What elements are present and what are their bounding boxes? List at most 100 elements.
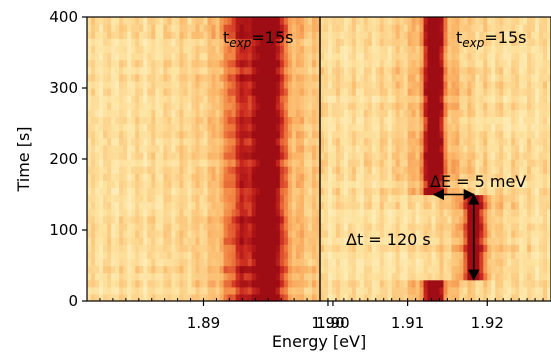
heatmap-cell (299, 201, 305, 210)
heatmap-cell (375, 151, 381, 160)
heatmap-cell (191, 38, 197, 46)
heatmap-cell (227, 265, 233, 274)
heatmap-cell (375, 38, 381, 46)
heatmap-cell (539, 251, 544, 259)
heatmap-cell (511, 194, 516, 203)
heatmap-cell (111, 272, 116, 281)
heatmap-cell (267, 59, 273, 68)
heatmap-cell (355, 187, 361, 196)
heatmap-cell (267, 95, 273, 103)
heatmap-cell (167, 52, 172, 61)
heatmap-cell (367, 116, 373, 125)
heatmap-cell (291, 59, 297, 68)
heatmap-cell (467, 173, 472, 181)
heatmap-cell (439, 215, 445, 224)
heatmap-cell (251, 88, 257, 96)
heatmap-cell (379, 244, 385, 252)
heatmap-cell (320, 95, 325, 103)
heatmap-cell (483, 24, 488, 32)
heatmap-cell (303, 144, 309, 153)
heatmap-cell (295, 66, 301, 75)
heatmap-cell (531, 201, 536, 210)
heatmap-cell (115, 244, 120, 252)
heatmap-cell (419, 137, 425, 146)
heatmap-cell (375, 265, 381, 274)
heatmap-cell (435, 73, 441, 82)
heatmap-cell (367, 258, 373, 267)
heatmap-cell (123, 144, 128, 153)
heatmap-cell (123, 66, 128, 75)
heatmap-cell (107, 95, 112, 103)
heatmap-cell (151, 237, 156, 245)
heatmap-cell (143, 173, 148, 181)
heatmap-cell (135, 95, 140, 103)
heatmap-cell (99, 251, 104, 259)
heatmap-cell (455, 201, 460, 210)
heatmap-cell (391, 144, 397, 153)
heatmap-cell (191, 17, 197, 25)
heatmap-cell (239, 95, 245, 103)
heatmap-cell (99, 272, 104, 281)
heatmap-cell (431, 173, 437, 181)
heatmap-cell (491, 244, 496, 252)
heatmap-cell (291, 45, 297, 54)
heatmap-cell (539, 123, 544, 132)
heatmap-cell (511, 286, 516, 295)
heatmap-cell (387, 293, 393, 302)
heatmap-cell (320, 194, 325, 203)
heatmap-cell (375, 52, 381, 61)
heatmap-cell (463, 251, 468, 259)
heatmap-cell (547, 258, 551, 267)
heatmap-cell (191, 265, 197, 274)
heatmap-cell (143, 187, 148, 196)
heatmap-cell (111, 222, 116, 231)
heatmap-cell (103, 73, 108, 82)
heatmap-cell (419, 38, 425, 46)
heatmap-cell (283, 116, 289, 125)
heatmap-cell (187, 258, 193, 267)
heatmap-cell (171, 24, 176, 32)
heatmap-cell (311, 116, 317, 125)
heatmap-cell (147, 116, 152, 125)
heatmap-cell (139, 123, 144, 132)
heatmap-cell (239, 230, 245, 238)
heatmap-cell (207, 272, 213, 281)
heatmap-cell (347, 293, 353, 302)
heatmap-cell (423, 102, 429, 110)
heatmap-cell (499, 95, 504, 103)
heatmap-cell (463, 38, 468, 46)
heatmap-cell (95, 201, 100, 210)
heatmap-cell (491, 230, 496, 238)
heatmap-cell (367, 230, 373, 238)
heatmap-cell (183, 95, 189, 103)
heatmap-cell (543, 293, 548, 302)
heatmap-cell (539, 293, 544, 302)
heatmap-cell (227, 116, 233, 125)
heatmap-cell (247, 45, 253, 54)
heatmap-cell (383, 73, 389, 82)
heatmap-cell (431, 95, 437, 103)
heatmap-cell (523, 293, 528, 302)
heatmap-cell (375, 24, 381, 32)
heatmap-cell (519, 137, 524, 146)
heatmap-cell (247, 258, 253, 267)
heatmap-cell (395, 208, 401, 217)
heatmap-cell (227, 173, 233, 181)
heatmap-cell (155, 166, 160, 174)
heatmap-cell (320, 272, 325, 281)
heatmap-cell (255, 286, 261, 295)
heatmap-cell (163, 293, 168, 302)
heatmap-cell (179, 73, 185, 82)
heatmap-cell (367, 109, 373, 117)
heatmap-cell (379, 31, 385, 39)
heatmap-cell (279, 258, 285, 267)
heatmap-cell (163, 109, 168, 117)
heatmap-cell (399, 166, 405, 174)
heatmap-cell (303, 215, 309, 224)
heatmap-cell (291, 66, 297, 75)
heatmap-cell (507, 194, 512, 203)
heatmap-cell (423, 187, 429, 196)
heatmap-cell (199, 102, 205, 110)
heatmap-cell (227, 88, 233, 96)
heatmap-cell (167, 166, 172, 174)
